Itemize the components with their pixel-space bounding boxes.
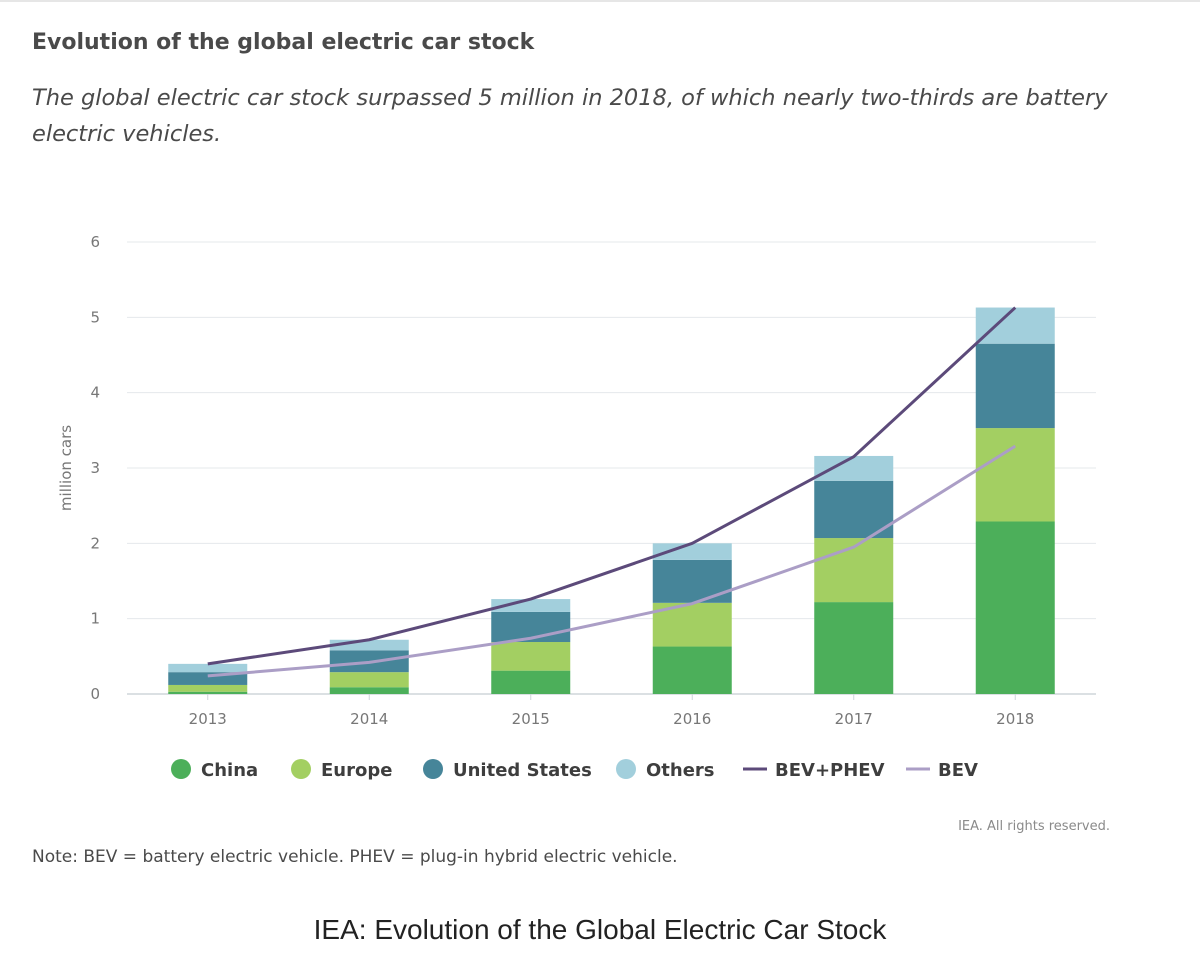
bar-others — [329, 639, 409, 651]
bar-others — [814, 455, 894, 481]
x-tick-label: 2018 — [996, 710, 1034, 728]
legend-label-bev: BEV — [938, 760, 978, 781]
bar-others — [491, 599, 571, 612]
chart-note: Note: BEV = battery electric vehicle. PH… — [32, 847, 678, 867]
x-tick-label: 2014 — [350, 710, 388, 728]
bar-china — [168, 691, 248, 694]
x-tick-label: 2013 — [189, 710, 227, 728]
bar-europe — [168, 684, 248, 692]
bar-china — [329, 687, 409, 694]
bar-europe — [975, 428, 1055, 522]
legend-swatch-europe — [291, 759, 311, 779]
legend-label-europe: Europe — [321, 760, 392, 781]
legend-label-china: China — [201, 760, 258, 781]
x-tick-label: 2016 — [673, 710, 711, 728]
y-tick-label: 1 — [90, 610, 100, 628]
y-tick-label: 5 — [90, 308, 100, 326]
legend-label-others: Others — [646, 760, 715, 781]
y-tick-label: 3 — [90, 459, 100, 477]
chart-card: Evolution of the global electric car sto… — [0, 0, 1200, 867]
rights-notice: IEA. All rights reserved. — [958, 819, 1110, 834]
bar-europe — [491, 642, 571, 671]
bar-others — [975, 307, 1055, 344]
stacked-bar-chart: 0 1 2 3 4 5 6 million cars 2013 2014 2015 2016 2017 2… — [57, 233, 1096, 781]
x-tick-label: 2017 — [835, 710, 873, 728]
legend-swatch-united-states — [423, 759, 443, 779]
y-tick-label: 4 — [90, 384, 100, 402]
chart-subtitle: The global electric car stock surpassed … — [32, 85, 1108, 147]
y-axis-label: million cars — [57, 425, 75, 511]
y-tick-label: 2 — [90, 534, 100, 552]
legend-swatch-china — [171, 759, 191, 779]
bar-united-states — [975, 343, 1055, 429]
bar-united-states — [652, 559, 732, 603]
y-tick-label: 6 — [90, 233, 100, 251]
bar-europe — [329, 672, 409, 688]
chart-title: Evolution of the global electric car sto… — [32, 30, 535, 55]
bar-china — [814, 602, 894, 694]
legend-label-bev-phev: BEV+PHEV — [775, 760, 885, 781]
x-tick-label: 2015 — [512, 710, 550, 728]
bar-others — [652, 543, 732, 560]
bar-china — [975, 521, 1055, 694]
y-tick-label: 0 — [90, 685, 100, 703]
bar-europe — [814, 538, 894, 603]
bar-united-states — [814, 480, 894, 539]
legend-label-united-states: United States — [453, 760, 592, 781]
legend-swatch-others — [616, 759, 636, 779]
line-bev-phev — [207, 306, 1017, 666]
bar-china — [652, 646, 732, 694]
image-caption: IEA: Evolution of the Global Electric Ca… — [313, 914, 887, 945]
bar-others — [168, 663, 248, 673]
line-bev — [207, 444, 1017, 678]
bar-china — [491, 670, 571, 694]
